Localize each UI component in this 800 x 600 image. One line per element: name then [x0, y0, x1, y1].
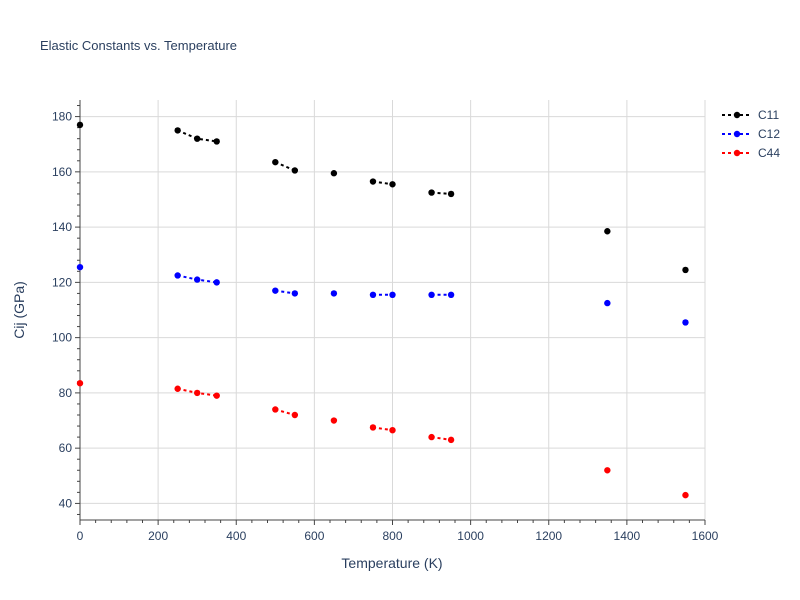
data-point — [389, 426, 396, 434]
chart-title: Elastic Constants vs. Temperature — [40, 38, 237, 53]
data-point — [193, 389, 201, 397]
legend[interactable]: C11 C12 C44 — [722, 108, 780, 160]
data-point — [272, 406, 279, 413]
data-point — [76, 263, 84, 271]
legend-item-c12[interactable]: C12 — [722, 127, 780, 141]
legend-marker — [733, 111, 741, 119]
data-point — [369, 424, 377, 431]
legend-item-c44[interactable]: C44 — [722, 146, 780, 160]
data-point — [428, 433, 435, 441]
data-point — [174, 272, 181, 279]
legend-label: C12 — [758, 127, 780, 141]
data-point — [291, 411, 299, 419]
series-group — [76, 121, 689, 499]
data-point — [193, 135, 201, 142]
x-tick-label: 400 — [226, 529, 246, 543]
data-point — [272, 158, 279, 166]
data-point — [291, 167, 299, 174]
data-point — [428, 291, 435, 299]
x-tick-label: 200 — [148, 529, 168, 543]
data-point — [213, 392, 220, 399]
data-point — [682, 319, 689, 326]
y-tick-label: 80 — [59, 386, 73, 400]
series-c44 — [76, 380, 689, 499]
legend-marker — [733, 130, 741, 138]
data-point — [193, 276, 201, 283]
y-tick-label: 180 — [52, 110, 72, 124]
y-axis-label: Cij (GPa) — [11, 281, 27, 339]
data-point — [272, 287, 279, 294]
data-point — [447, 436, 455, 444]
data-point — [447, 291, 455, 299]
series-line-segment — [177, 129, 217, 143]
x-tick-label: 800 — [382, 529, 402, 543]
legend-marker — [733, 149, 741, 157]
x-tick-label: 1000 — [457, 529, 484, 543]
y-tick-label: 140 — [52, 220, 72, 234]
x-tick-label: 1200 — [535, 529, 562, 543]
x-tick-label: 1400 — [614, 529, 641, 543]
data-point — [76, 121, 84, 129]
y-tick-label: 60 — [59, 441, 73, 455]
data-point — [682, 266, 689, 274]
y-tick-label: 120 — [52, 275, 72, 289]
legend-item-c11[interactable]: C11 — [722, 108, 779, 122]
grid — [80, 100, 706, 520]
data-point — [389, 291, 396, 299]
data-point — [447, 190, 455, 198]
y-tick-label: 100 — [52, 331, 72, 345]
x-tick-label: 1600 — [692, 529, 719, 543]
data-point — [604, 228, 611, 235]
x-tick-label: 0 — [77, 529, 84, 543]
y-tick-label: 160 — [52, 165, 72, 179]
data-point — [428, 189, 435, 196]
data-point — [174, 127, 181, 134]
data-point — [291, 290, 299, 297]
y-tick-label: 40 — [59, 496, 73, 510]
data-point — [330, 417, 338, 424]
data-point — [604, 299, 611, 307]
legend-label: C44 — [758, 146, 780, 160]
data-point — [330, 290, 338, 297]
data-point — [369, 178, 377, 185]
data-point — [369, 291, 377, 299]
data-point — [213, 138, 220, 145]
legend-label: C11 — [758, 108, 779, 122]
data-point — [604, 467, 611, 474]
axes: 0 200 400 600 800 1000 1200 1400 1600 40 60 80 100 12… — [52, 100, 719, 543]
series-c11 — [76, 121, 689, 274]
data-point — [76, 380, 84, 387]
data-point — [330, 170, 338, 177]
x-axis-label: Temperature (K) — [341, 555, 442, 571]
x-tick-label: 600 — [304, 529, 324, 543]
data-point — [174, 385, 181, 392]
series-c12 — [76, 263, 689, 326]
data-point — [389, 181, 396, 188]
data-point — [213, 279, 220, 286]
data-point — [682, 491, 689, 499]
